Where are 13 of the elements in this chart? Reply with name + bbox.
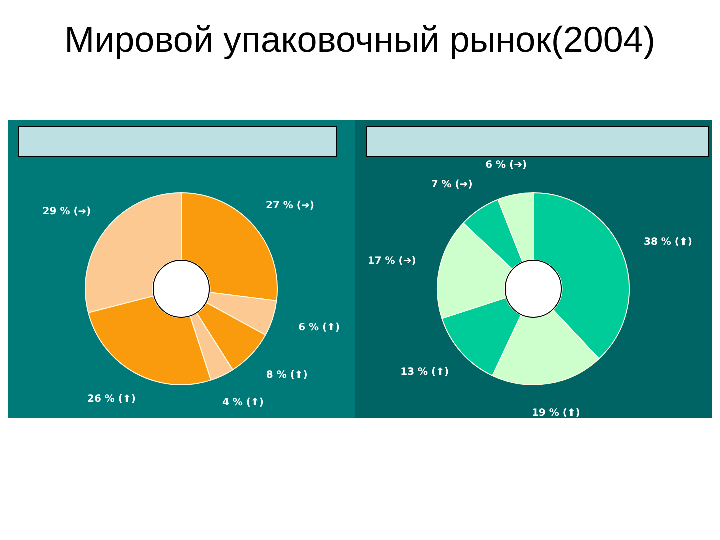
data-label: 13 % (⬆) <box>400 366 450 378</box>
data-label: 26 % (⬆) <box>87 394 136 406</box>
data-label: 27 % (➔) <box>266 200 314 212</box>
chart-title: Мировой упаковочный рынок(2004) <box>64 18 656 62</box>
data-label: 29 % (➔) <box>42 206 92 218</box>
data-label: 6 % (⬆) <box>298 322 340 334</box>
data-label: 6 % (➔) <box>486 160 528 171</box>
data-label: 4 % (⬆) <box>222 398 264 409</box>
data-label: 38 % (⬆) <box>644 237 692 248</box>
data-label: 8 % (⬆) <box>266 370 308 381</box>
data-label: 7 % (➔) <box>431 179 473 190</box>
data-label: 17 % (➔) <box>368 256 416 268</box>
data-label: 19 % (⬆) <box>532 408 580 420</box>
